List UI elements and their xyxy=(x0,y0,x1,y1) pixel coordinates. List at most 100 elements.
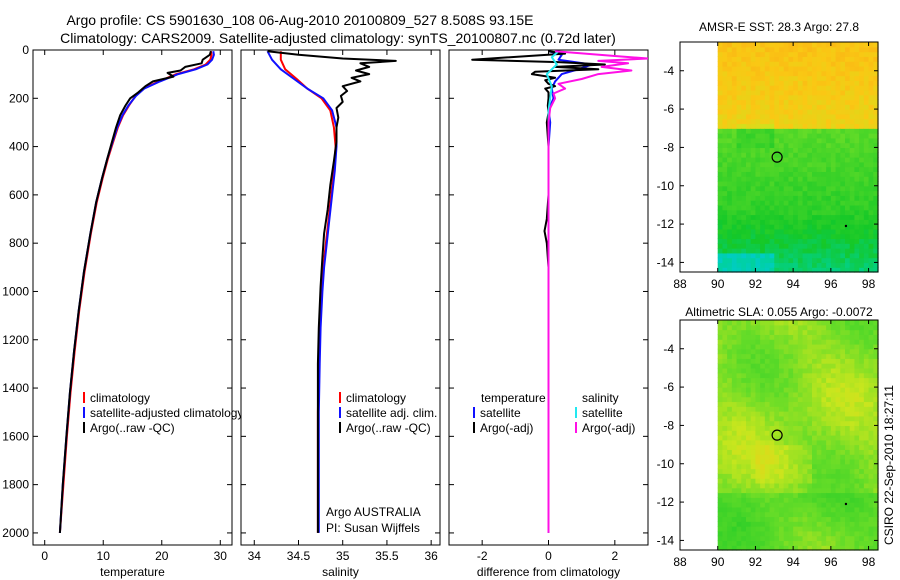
heatmap-cell xyxy=(868,209,874,216)
heatmap-cell xyxy=(750,487,757,494)
heatmap-cell xyxy=(779,166,785,172)
heatmap-cell xyxy=(830,51,837,57)
heatmap-cell xyxy=(816,51,823,57)
heatmap-cell xyxy=(840,449,846,455)
heatmap-cell xyxy=(845,377,851,383)
heatmap-cell xyxy=(788,214,794,220)
heatmap-cell xyxy=(750,89,757,96)
heatmap-cell xyxy=(736,387,742,393)
heatmap-cell xyxy=(812,147,818,153)
heatmap-cell xyxy=(764,248,771,254)
heatmap-cell xyxy=(826,516,832,522)
heatmap-cell xyxy=(821,166,827,172)
heatmap-cell xyxy=(859,142,865,149)
heatmap-cell xyxy=(741,46,747,53)
heatmap-cell xyxy=(722,104,728,110)
heatmap-cell xyxy=(741,70,747,77)
heatmap-cell xyxy=(722,526,728,532)
heatmap-cell xyxy=(774,363,780,369)
heatmap-cell xyxy=(741,482,747,489)
heatmap-cell xyxy=(793,248,799,254)
heatmap-cell xyxy=(741,535,747,542)
heatmap-cell xyxy=(779,42,785,48)
heatmap-cell xyxy=(840,329,846,335)
heatmap-cell xyxy=(722,118,728,125)
heatmap-cell xyxy=(727,435,733,441)
heatmap-cell xyxy=(873,51,879,57)
heatmap-cell xyxy=(845,430,851,436)
heatmap-cell xyxy=(821,334,827,340)
heatmap-cell xyxy=(797,257,804,264)
heatmap-cell xyxy=(741,473,747,479)
heatmap-cell xyxy=(755,214,761,220)
heatmap-cell xyxy=(849,200,856,206)
heatmap-cell xyxy=(731,516,738,522)
heatmap-cell xyxy=(873,137,879,144)
heatmap-cell xyxy=(746,200,752,206)
heatmap-cell xyxy=(779,133,785,139)
heatmap-cell xyxy=(821,358,827,364)
heatmap-cell xyxy=(863,128,870,134)
heatmap-cell xyxy=(816,157,823,163)
heatmap-cell xyxy=(845,219,851,225)
heatmap-cell xyxy=(835,166,841,172)
heatmap-cell xyxy=(807,267,813,273)
heatmap-cell xyxy=(816,123,823,129)
heatmap-cell xyxy=(736,478,742,484)
heatmap-cell xyxy=(807,396,813,403)
heatmap-cell xyxy=(845,516,851,522)
heatmap-cell xyxy=(835,320,841,326)
heatmap-cell xyxy=(807,80,813,86)
heatmap-cell xyxy=(788,109,794,115)
heatmap-cell xyxy=(722,42,728,48)
heatmap-cell xyxy=(769,482,775,489)
heatmap-cell xyxy=(863,411,870,417)
heatmap-cell xyxy=(859,502,865,508)
heatmap-cell xyxy=(854,387,860,393)
heatmap-cell xyxy=(755,348,761,355)
heatmap-cell xyxy=(727,367,733,374)
heatmap-cell xyxy=(722,46,728,53)
heatmap-cell xyxy=(816,511,823,518)
heatmap-cell xyxy=(731,99,738,105)
map-title: Altimetric SLA: 0.055 Argo: -0.0072 xyxy=(685,305,873,319)
heatmap-cell xyxy=(807,449,813,455)
heatmap-cell xyxy=(783,363,790,369)
heatmap-cell xyxy=(802,463,808,470)
heatmap-cell xyxy=(750,180,757,187)
heatmap-cell xyxy=(863,252,870,259)
heatmap-cell xyxy=(863,415,870,422)
heatmap-cell xyxy=(802,209,808,216)
heatmap-cell xyxy=(717,219,724,225)
heatmap-cell xyxy=(835,252,841,259)
heatmap-cell xyxy=(755,540,761,546)
heatmap-cell xyxy=(779,320,785,326)
heatmap-cell xyxy=(807,113,813,120)
heatmap-cell xyxy=(854,425,860,431)
heatmap-cell xyxy=(830,233,837,240)
heatmap-cell xyxy=(736,545,742,551)
heatmap-cell xyxy=(793,65,799,72)
heatmap-cell xyxy=(854,449,860,455)
heatmap-cell xyxy=(859,180,865,187)
heatmap-cell xyxy=(873,506,879,513)
heatmap-cell xyxy=(750,262,757,268)
heatmap-cell xyxy=(764,65,771,72)
heatmap-cell xyxy=(793,209,799,216)
heatmap-cell xyxy=(736,530,742,537)
heatmap-cell xyxy=(849,190,856,196)
heatmap-cell xyxy=(736,61,742,67)
heatmap-cell xyxy=(812,353,818,359)
heatmap-cell xyxy=(727,243,733,249)
heatmap-cell xyxy=(774,94,780,101)
heatmap-cell xyxy=(727,219,733,225)
heatmap-cell xyxy=(750,545,757,551)
heatmap-cell xyxy=(873,497,879,503)
heatmap-cell xyxy=(859,516,865,522)
heatmap-cell xyxy=(807,487,813,494)
heatmap-cell xyxy=(863,176,870,182)
heatmap-cell xyxy=(835,458,841,465)
heatmap-cell xyxy=(826,190,832,196)
heatmap-cell xyxy=(797,458,804,465)
heatmap-cell xyxy=(746,535,752,542)
